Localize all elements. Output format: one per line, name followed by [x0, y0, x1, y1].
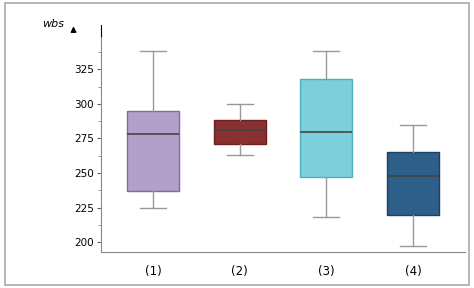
PathPatch shape: [214, 120, 265, 144]
PathPatch shape: [301, 79, 352, 177]
Text: wbs: wbs: [43, 19, 64, 29]
PathPatch shape: [127, 111, 179, 191]
PathPatch shape: [387, 152, 439, 215]
